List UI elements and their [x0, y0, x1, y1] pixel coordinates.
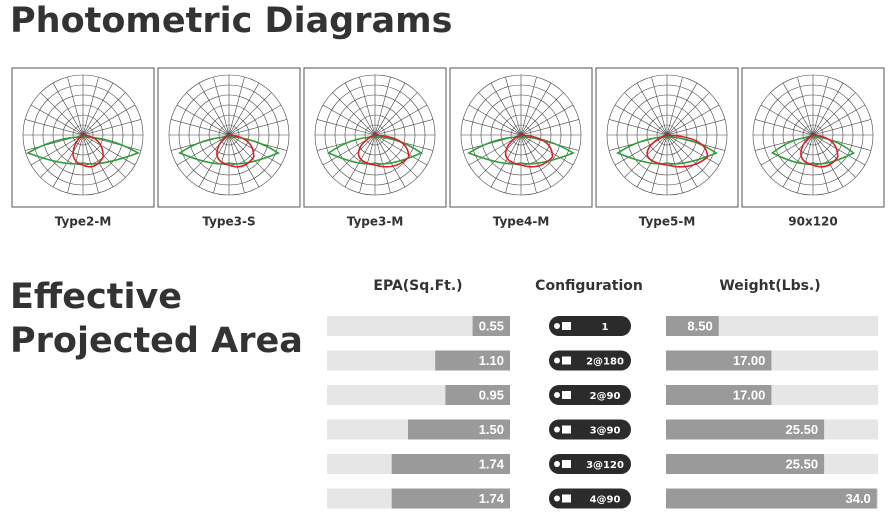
weight-label: 34.0 — [845, 491, 870, 506]
config-icon — [554, 495, 560, 502]
config-icon — [554, 461, 560, 467]
red-curve — [72, 134, 105, 168]
config-pill — [549, 316, 631, 336]
epa-bar — [445, 385, 510, 405]
config-icon — [562, 425, 571, 434]
config-icon — [562, 322, 571, 330]
green-curve — [26, 136, 140, 165]
config-pill — [549, 419, 631, 440]
epa-label: 1.74 — [479, 456, 505, 471]
red-curve — [504, 134, 554, 168]
config-label: 2@90 — [590, 391, 621, 402]
diagram-label: Type2-M — [55, 215, 112, 229]
config-pill — [549, 488, 631, 509]
epa-label: 1.50 — [479, 422, 504, 437]
weight-bar — [666, 419, 825, 440]
epa-bar — [408, 419, 510, 440]
config-icon — [554, 426, 560, 433]
green-curve — [177, 136, 281, 165]
config-icon — [554, 357, 560, 364]
epa-label: 1.74 — [479, 491, 505, 506]
weight-bar — [666, 350, 772, 371]
diagram-label: Type3-M — [347, 215, 404, 229]
diagram-label: Type4-M — [493, 215, 550, 229]
weight-label: 25.50 — [786, 456, 819, 471]
green-curve — [466, 136, 576, 165]
column-header: Configuration — [535, 278, 643, 294]
diagram-label: 90x120 — [788, 215, 838, 229]
green-curve — [326, 136, 424, 165]
config-pill — [549, 454, 631, 474]
config-icon — [562, 460, 571, 468]
config-icon — [562, 391, 571, 399]
epa-label: 0.55 — [479, 318, 504, 333]
diagram-label: Type5-M — [639, 215, 696, 229]
green-curve — [770, 136, 856, 165]
config-pill — [549, 350, 631, 371]
epa-bar — [391, 488, 510, 509]
weight-bar — [666, 385, 772, 405]
weight-label: 25.50 — [786, 422, 819, 437]
config-pill — [549, 385, 631, 405]
config-label: 3@90 — [590, 426, 621, 437]
config-icon — [562, 494, 571, 503]
red-curve — [216, 134, 255, 168]
epa-label: 1.10 — [479, 353, 504, 368]
weight-label: 17.00 — [733, 353, 766, 368]
section-title: Effective — [10, 277, 182, 317]
config-icon — [562, 356, 571, 365]
diagram-label: Type3-S — [202, 215, 255, 229]
epa-bar — [435, 350, 510, 371]
config-label: 2@180 — [586, 357, 624, 368]
weight-bar — [666, 454, 825, 474]
bar-track — [327, 316, 510, 336]
section-title: Projected Area — [10, 321, 303, 361]
weight-label: 17.00 — [733, 387, 766, 402]
epa-bar — [391, 454, 510, 474]
config-label: 3@120 — [586, 460, 624, 471]
red-curve — [357, 134, 410, 168]
config-label: 4@90 — [590, 495, 621, 506]
config-icon — [554, 323, 560, 329]
config-icon — [554, 392, 560, 398]
column-header: Weight(Lbs.) — [719, 278, 820, 294]
red-curve — [800, 134, 839, 168]
weight-bar — [666, 488, 877, 509]
weight-label: 8.50 — [687, 318, 712, 333]
config-label: 1 — [602, 322, 609, 333]
epa-label: 0.95 — [479, 387, 504, 402]
weight-bar — [666, 316, 719, 336]
red-curve — [646, 134, 709, 168]
section-title: Photometric Diagrams — [10, 1, 452, 41]
column-header: EPA(Sq.Ft.) — [373, 278, 462, 294]
green-curve — [615, 136, 719, 165]
epa-bar — [472, 316, 510, 336]
bar-track — [666, 316, 878, 336]
